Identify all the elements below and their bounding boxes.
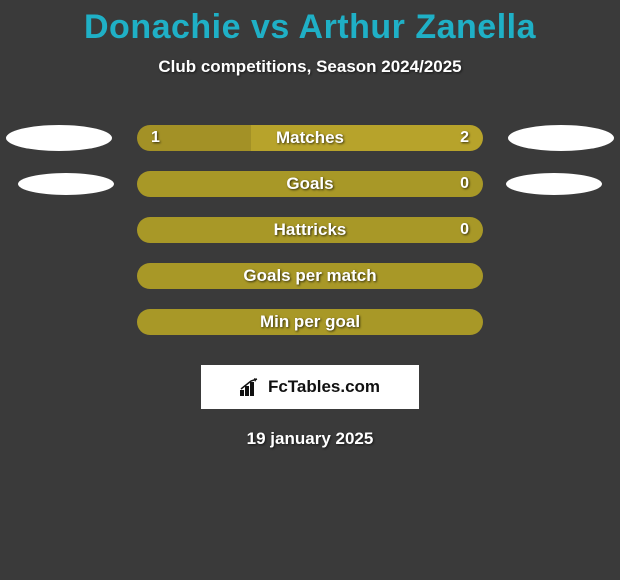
stat-value-left: 1 <box>151 125 160 151</box>
player-b-badge <box>506 173 602 195</box>
stat-label: Min per goal <box>137 309 483 335</box>
brand-box: FcTables.com <box>201 365 419 409</box>
stat-bar: Goals per match <box>137 263 483 289</box>
infographic-container: Donachie vs Arthur Zanella Club competit… <box>0 0 620 580</box>
stat-bar: Hattricks0 <box>137 217 483 243</box>
brand-text: FcTables.com <box>268 377 380 397</box>
stat-label: Goals <box>137 171 483 197</box>
date-text: 19 january 2025 <box>0 429 620 449</box>
page-title: Donachie vs Arthur Zanella <box>0 0 620 47</box>
player-b-badge <box>508 125 614 151</box>
stat-bar: Goals0 <box>137 171 483 197</box>
stat-label: Hattricks <box>137 217 483 243</box>
stat-label: Matches <box>137 125 483 151</box>
subtitle: Club competitions, Season 2024/2025 <box>0 57 620 77</box>
stat-row: Goals per match <box>0 263 620 289</box>
stat-value-right: 2 <box>460 125 469 151</box>
stat-value-right: 0 <box>460 171 469 197</box>
stat-rows: Matches12Goals0Hattricks0Goals per match… <box>0 125 620 335</box>
stat-value-right: 0 <box>460 217 469 243</box>
player-a-name: Donachie <box>84 8 241 46</box>
stat-label: Goals per match <box>137 263 483 289</box>
player-a-badge <box>6 125 112 151</box>
stat-bar: Min per goal <box>137 309 483 335</box>
stat-row: Goals0 <box>0 171 620 197</box>
stat-row: Hattricks0 <box>0 217 620 243</box>
player-a-badge <box>18 173 114 195</box>
player-b-name: Arthur Zanella <box>299 8 536 46</box>
fctables-icon <box>240 378 262 396</box>
stat-row: Matches1 2 <box>0 125 620 151</box>
vs-text: vs <box>251 8 290 46</box>
stat-bar: Matches1 2 <box>137 125 483 151</box>
stat-row: Min per goal <box>0 309 620 335</box>
